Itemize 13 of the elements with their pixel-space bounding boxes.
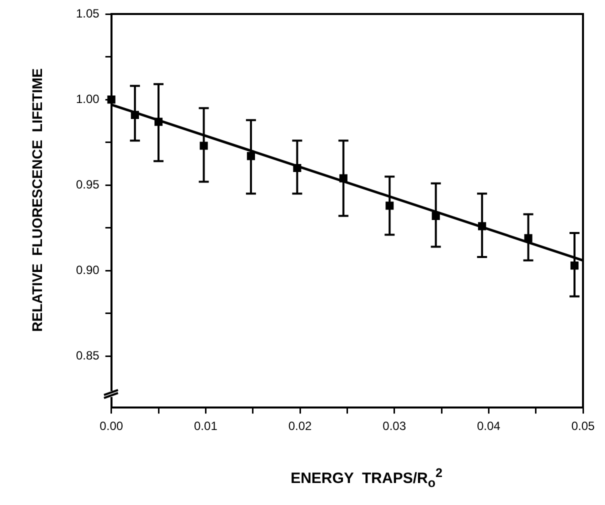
y-tick-label: 0.85 [76,348,100,363]
x-tick-label: 0.00 [100,419,124,434]
x-tick-label: 0.01 [194,419,218,434]
x-tick-label: 0.02 [288,419,312,434]
y-axis-title: RELATIVE FLUORESCENCE LIFETIME [29,68,45,332]
y-tick-label: 0.90 [76,263,100,278]
y-tick-label: 1.00 [76,92,100,106]
x-tick-label: 0.04 [476,419,501,434]
point [107,96,116,104]
x-tick-label: 0.05 [571,419,595,434]
y-tick-label: 1.05 [76,6,100,20]
x-tick-label: 0.03 [382,419,406,434]
y-tick-label: 0.95 [76,177,100,192]
